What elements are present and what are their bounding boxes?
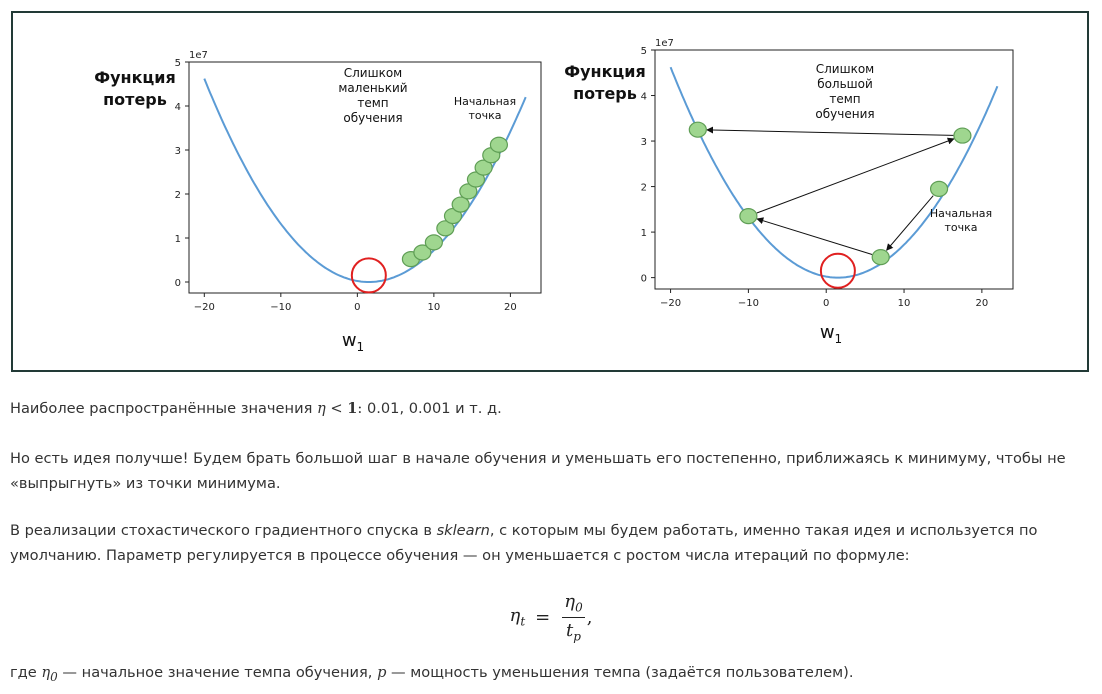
y-tick-label: 5 [175,58,181,69]
learning-rate-note: Слишком большой темп обучения [815,62,874,121]
axes-frame [654,49,1014,290]
typical-values-list: 0.01, 0.001 и т. д. [362,400,502,417]
learning-rate-note: Слишком маленький темп обучения [338,66,407,125]
y-tick-label: 4 [641,92,647,103]
gradient-step-point [413,244,432,261]
gradient-step-point [739,208,758,225]
paragraph-where: где η0 — начальное значение темпа обучен… [10,660,1090,690]
axis-multiplier: 1e7 [189,50,208,61]
y-tick-label: 5 [641,46,647,57]
gradient-step-point [688,121,707,138]
x-tick-label: −10 [738,298,759,309]
gradient-step-point [871,249,890,266]
x-tick-label: 0 [823,298,829,309]
y-axis-label: Функция потерь [94,68,176,109]
x-tick-label: 10 [898,298,911,309]
paragraph-better-idea: Но есть идея получше! Будем брать большо… [10,450,1066,492]
gradient-step-point [436,220,455,237]
y-axis-label: Функция потерь [564,62,646,103]
figure-frame: −20 −10 0 10 20 0 1 2 3 4 5 1e7 Функция потерь w1 Слишк… [11,11,1089,372]
minimum-marker [350,257,387,294]
eta-symbol: η [316,400,326,417]
sklearn-emphasis: sklearn [436,522,490,539]
y-tick-label: 2 [175,190,181,201]
x-tick-label: −10 [270,302,291,313]
minimum-marker [819,252,856,289]
gradient-step-point [953,127,972,144]
y-tick-label: 1 [175,234,181,245]
gradient-step-point [489,136,509,153]
formula-numerator: η0 [562,591,585,618]
axes-frame [188,61,542,294]
x-tick-label: 10 [428,302,441,313]
formula-fraction: η0 tp [562,591,585,644]
learning-rate-formula: ηt = η0 tp , [0,590,1102,644]
one-symbol: 1 [347,400,358,417]
formula-comma: , [586,606,593,628]
gradient-step-arrow [886,195,934,251]
x-axis-label: w1 [342,330,364,354]
y-tick-label: 3 [641,137,647,148]
where-text: где [10,664,42,681]
gradient-step-point [474,159,493,176]
formula-denominator: tp [566,619,581,644]
y-tick-label: 3 [175,146,181,157]
x-tick-label: 0 [354,302,360,313]
gradient-step-arrow [756,137,955,214]
plot-small-learning-rate: −20 −10 0 10 20 0 1 2 3 4 5 1e7 Функция потерь w1 Слишк… [94,50,542,354]
gradient-step-point [424,234,443,251]
eta-zero-description: — начальное значение темпа обучения, [57,664,378,681]
axis-multiplier: 1e7 [655,38,674,49]
gradient-step-arrow [756,217,873,255]
y-tick-label: 0 [175,278,181,289]
typical-values-text: Наиболее распространённые значения [10,400,317,417]
p-description: — мощность уменьшения темпа (задаётся по… [386,664,854,681]
eta-zero-symbol: η0 [41,664,58,684]
start-point-label: Начальная точка [454,95,516,122]
loss-curve [203,78,527,283]
paragraph-typical-values: Наиболее распространённые значения η < 1… [10,396,1090,421]
colon-symbol: : [357,400,363,417]
paragraph-sklearn: В реализации стохастического градиентног… [10,518,1090,568]
x-tick-label: −20 [660,298,681,309]
y-tick-label: 1 [641,228,647,239]
y-tick-label: 4 [175,102,181,113]
y-tick-label: 0 [641,274,647,285]
formula-lhs: ηt [509,605,526,629]
plot-large-learning-rate: −20 −10 0 10 20 0 1 2 3 4 5 1e7 Функция потерь w1 Слишк… [564,38,1014,346]
sklearn-text-before: В реализации стохастического градиентног… [10,522,437,539]
gradient-step-arrow [706,126,954,136]
gradient-step-point [451,196,470,213]
x-tick-label: 20 [976,298,989,309]
less-than-sign: < [325,400,348,417]
sklearn-text-after: , с которым мы будем работать, именно та… [10,522,1038,564]
x-axis-label: w1 [820,322,842,346]
x-tick-label: 20 [504,302,517,313]
x-tick-label: −20 [194,302,215,313]
y-tick-label: 2 [641,183,647,194]
p-symbol: p [377,664,387,681]
formula-equals: = [535,606,551,628]
gradient-step-point [929,180,949,197]
start-point-label: Начальная точка [930,207,992,234]
